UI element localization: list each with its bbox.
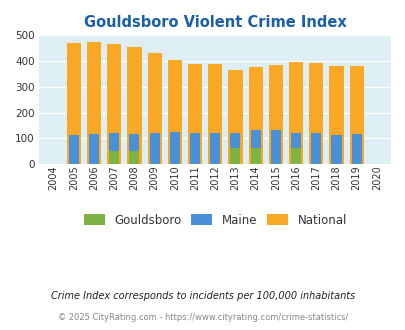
Bar bbox=[230, 148, 240, 164]
Bar bbox=[129, 151, 139, 164]
Bar bbox=[328, 66, 343, 164]
Bar bbox=[129, 134, 139, 164]
Bar bbox=[87, 42, 101, 164]
Bar bbox=[210, 133, 220, 164]
Bar bbox=[228, 70, 242, 164]
Bar bbox=[208, 64, 222, 164]
Text: Crime Index corresponds to incidents per 100,000 inhabitants: Crime Index corresponds to incidents per… bbox=[51, 291, 354, 301]
Bar bbox=[270, 130, 280, 164]
Bar bbox=[109, 151, 119, 164]
Bar bbox=[250, 148, 260, 164]
Bar bbox=[290, 133, 301, 164]
Title: Gouldsboro Violent Crime Index: Gouldsboro Violent Crime Index bbox=[84, 15, 346, 30]
Bar bbox=[349, 66, 363, 164]
Bar bbox=[149, 133, 159, 164]
Bar bbox=[250, 130, 260, 164]
Bar bbox=[330, 135, 341, 164]
Bar bbox=[230, 133, 240, 164]
Bar bbox=[351, 134, 361, 164]
Bar bbox=[109, 133, 119, 164]
Bar bbox=[107, 44, 121, 164]
Bar bbox=[309, 63, 322, 164]
Bar bbox=[288, 62, 303, 164]
Bar bbox=[290, 148, 301, 164]
Legend: Gouldsboro, Maine, National: Gouldsboro, Maine, National bbox=[79, 209, 351, 231]
Bar bbox=[268, 65, 282, 164]
Bar bbox=[147, 53, 161, 164]
Bar bbox=[311, 133, 320, 164]
Bar bbox=[89, 134, 99, 164]
Bar bbox=[190, 133, 200, 164]
Bar bbox=[66, 43, 81, 164]
Text: © 2025 CityRating.com - https://www.cityrating.com/crime-statistics/: © 2025 CityRating.com - https://www.city… bbox=[58, 313, 347, 322]
Bar bbox=[169, 132, 179, 164]
Bar bbox=[188, 64, 202, 164]
Bar bbox=[248, 67, 262, 164]
Bar bbox=[68, 135, 79, 164]
Bar bbox=[127, 47, 141, 164]
Bar bbox=[167, 59, 181, 164]
